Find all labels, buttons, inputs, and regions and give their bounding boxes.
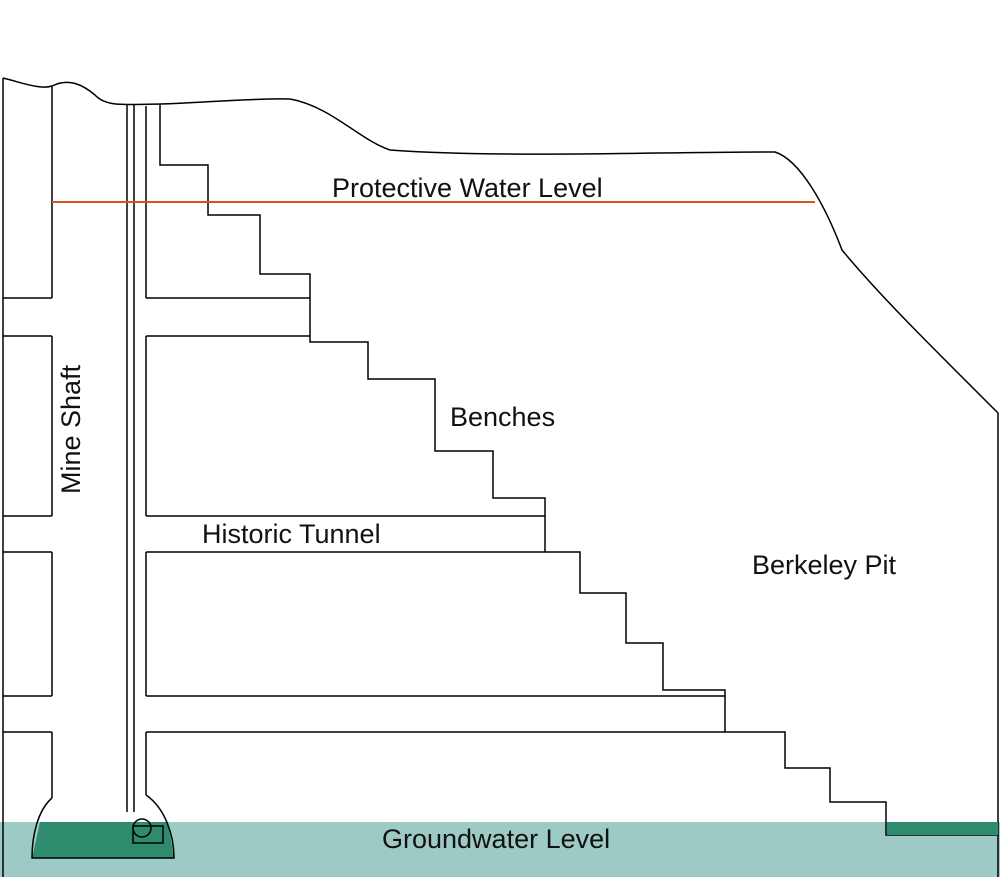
tunnel-west-2: [3, 515, 52, 553]
mine-shaft-label: Mine Shaft: [56, 364, 86, 494]
shaft-sump-water: [32, 822, 174, 858]
pump-box: [132, 825, 164, 844]
terrain-surface: [2, 77, 999, 877]
historic-tunnel: [146, 515, 545, 553]
tunnel-west-1: [3, 297, 52, 337]
tunnel-east-1: [146, 297, 310, 337]
pit-benches: [159, 104, 998, 836]
shaft-sump-outline: [31, 794, 175, 859]
protective-water-level-label: Protective Water Level: [332, 173, 603, 203]
tunnel-west-3: [3, 695, 52, 733]
pump-pipe: [126, 104, 135, 812]
groundwater-level-label: Groundwater Level: [382, 824, 610, 854]
historic-tunnel-label: Historic Tunnel: [202, 519, 381, 549]
tunnel-east-3: [146, 695, 725, 733]
pit-floor-water: [887, 822, 998, 835]
benches-label: Benches: [450, 402, 555, 432]
berkeley-pit-label: Berkeley Pit: [752, 550, 897, 580]
